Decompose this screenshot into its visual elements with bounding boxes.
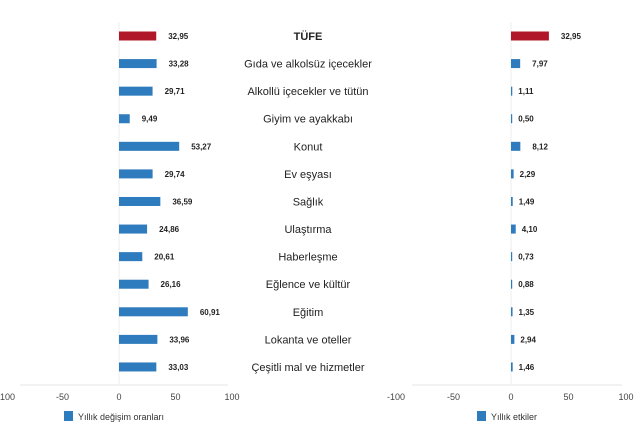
change-bar [119, 307, 188, 317]
impact-tick-label: -50 [447, 392, 460, 402]
change-value-label: 33,03 [168, 363, 189, 372]
category-label: Ev eşyası [284, 169, 332, 181]
impact-bar [511, 252, 513, 262]
change-tick-label: -50 [56, 392, 69, 402]
impact-bar [511, 169, 514, 179]
impact-tick-label: 100 [618, 392, 633, 402]
category-label: Lokanta ve oteller [265, 334, 352, 346]
change-tick-label: 50 [170, 392, 180, 402]
change-bar [119, 31, 157, 41]
change-bar [119, 252, 143, 262]
category-label: Haberleşme [278, 252, 337, 264]
impact-value-label: 0,88 [518, 280, 534, 289]
change-bar [119, 224, 148, 234]
impact-value-label: 1,35 [519, 308, 535, 317]
change-bar [119, 362, 157, 372]
impact-value-label: 32,95 [561, 32, 582, 41]
change-value-label: 53,27 [191, 142, 212, 151]
change-tick-label: -100 [0, 392, 15, 402]
impact-value-label: 1,46 [519, 363, 535, 372]
change-bar [119, 196, 161, 206]
change-value-label: 29,71 [165, 87, 186, 96]
change-bar [119, 59, 157, 69]
category-label: Giyim ve ayakkabı [263, 114, 353, 126]
impact-legend-swatch [477, 411, 486, 421]
category-label: Çeşitli mal ve hizmetler [251, 362, 364, 374]
category-label: Ulaştırma [284, 224, 332, 236]
category-label: Alkollü içecekler ve tütün [247, 86, 368, 98]
change-legend-label: Yıllık değişim oranları [78, 412, 164, 422]
change-value-label: 26,16 [161, 280, 182, 289]
category-label: TÜFE [294, 30, 323, 43]
change-bar [119, 86, 153, 96]
change-bar [119, 114, 130, 124]
change-value-label: 24,86 [159, 225, 180, 234]
impact-value-label: 0,50 [518, 115, 534, 124]
category-label: Sağlık [293, 196, 324, 208]
impact-bar [511, 31, 549, 41]
impact-bar [511, 279, 513, 289]
impact-value-label: 8,12 [532, 142, 548, 151]
change-value-label: 60,91 [200, 308, 221, 317]
change-value-label: 32,95 [168, 32, 189, 41]
impact-bar [511, 307, 513, 317]
impact-value-label: 7,97 [532, 60, 548, 69]
change-value-label: 20,61 [154, 253, 175, 262]
change-bar [119, 141, 180, 151]
impact-value-label: 2,94 [520, 335, 536, 344]
impact-value-label: 2,29 [520, 170, 536, 179]
change-legend-swatch [64, 411, 73, 421]
category-label: Eğitim [293, 307, 324, 319]
impact-bar [511, 196, 513, 206]
change-bar [119, 334, 158, 344]
category-label: Gıda ve alkolsüz içecekler [244, 59, 372, 71]
impact-bar [511, 362, 513, 372]
impact-bar [511, 59, 521, 69]
impact-bar [511, 86, 513, 96]
impact-value-label: 1,49 [519, 197, 535, 206]
impact-bar [511, 141, 521, 151]
change-value-label: 9,49 [142, 115, 158, 124]
impact-bar [511, 224, 516, 234]
change-value-label: 33,28 [169, 60, 190, 69]
impact-bar [511, 114, 513, 124]
impact-tick-label: 0 [508, 392, 513, 402]
change-value-label: 36,59 [172, 197, 193, 206]
impact-tick-label: -100 [387, 392, 405, 402]
change-tick-label: 0 [116, 392, 121, 402]
impact-tick-label: 50 [563, 392, 573, 402]
impact-value-label: 1,11 [518, 87, 534, 96]
change-bar [119, 279, 149, 289]
change-tick-label: 100 [224, 392, 239, 402]
change-value-label: 33,96 [169, 335, 190, 344]
impact-value-label: 0,73 [518, 253, 534, 262]
category-label: Eğlence ve kültür [266, 279, 351, 291]
change-bar [119, 169, 153, 179]
change-value-label: 29,74 [165, 170, 186, 179]
impact-bar [511, 334, 515, 344]
impact-legend-label: Yıllık etkiler [491, 412, 537, 422]
category-label: Konut [294, 141, 323, 153]
impact-value-label: 4,10 [522, 225, 538, 234]
